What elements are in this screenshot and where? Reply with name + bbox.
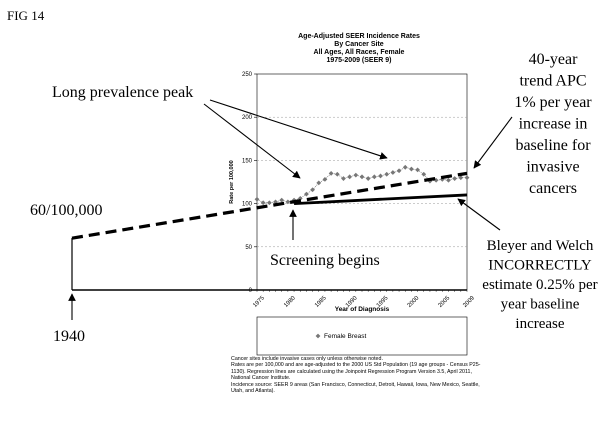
annotation-baseline-rate: 60/100,000 — [30, 202, 102, 219]
y-axis-label: Rate per 100,000 — [229, 160, 235, 203]
annotation-long-prevalence-peak: Long prevalence peak — [52, 84, 193, 101]
data-point — [390, 170, 396, 175]
arrow-peak-left — [203, 103, 301, 179]
data-point — [266, 200, 272, 206]
footnote-line: Cancer sites include invasive cases only… — [231, 356, 383, 362]
y-axis: 0 50 100 150 200 250 — [242, 72, 257, 294]
annotation-apc-line: increase in — [519, 116, 588, 133]
y-tick-label: 250 — [242, 72, 253, 78]
data-point — [452, 176, 458, 181]
legend-marker — [315, 333, 321, 339]
data-point — [316, 180, 322, 186]
y-tick-label: 200 — [242, 115, 253, 121]
legend-box — [256, 316, 468, 356]
annotation-apc-line: trend APC — [519, 73, 586, 90]
annotation-bleyer-line: year baseline — [501, 297, 580, 313]
x-tick-label: 2009 — [462, 295, 476, 309]
data-point — [285, 199, 291, 205]
arrow-bleyer — [457, 198, 501, 231]
legend: Female Breast — [256, 316, 468, 356]
annotation-apc-line: cancers — [529, 180, 577, 197]
data-point — [384, 171, 390, 177]
data-point — [421, 171, 427, 177]
data-point — [353, 172, 359, 178]
footnote-line: Incidence source: SEER 9 areas (San Fran… — [231, 381, 480, 395]
x-tick-label: 2005 — [438, 295, 452, 309]
annotation-apc-line: invasive — [526, 159, 579, 176]
chart-footnotes: Cancer sites include invasive cases only… — [231, 356, 481, 394]
data-point — [304, 191, 309, 197]
annotation-apc-line: 40-year — [529, 51, 579, 68]
annotation-bleyer-line: estimate 0.25% per — [482, 277, 597, 293]
data-point — [254, 196, 260, 202]
arrow-peak-right — [209, 99, 388, 160]
data-point — [328, 170, 334, 176]
footnote-line: Rates are per 100,000 and are age-adjust… — [231, 362, 481, 382]
plot-area — [256, 73, 468, 291]
trend-line-bleyer-welch — [293, 193, 468, 205]
data-point — [396, 168, 402, 174]
annotation-apc-line: 1% per year — [514, 94, 592, 111]
chart-title-line: Age-Adjusted SEER Incidence Rates — [298, 33, 420, 40]
y-tick-label: 100 — [242, 202, 253, 208]
y-tick-label: 0 — [249, 288, 253, 294]
data-point — [310, 187, 315, 193]
data-point — [273, 199, 278, 205]
data-point — [371, 174, 377, 180]
x-tick-label: 2000 — [407, 295, 421, 309]
data-point — [458, 175, 464, 181]
data-point — [334, 171, 340, 177]
data-point — [415, 167, 420, 173]
x-axis-label: Year of Diagnosis — [335, 306, 390, 313]
x-tick-label: 1975 — [252, 295, 266, 309]
chart-title-line: 1975-2009 (SEER 9) — [327, 57, 392, 64]
data-point — [341, 176, 346, 181]
annotations: Long prevalence peak 60/100,000 1940 Screen… — [30, 51, 598, 345]
chart-title-line: By Cancer Site — [334, 41, 384, 48]
annotation-screening-begins: Screening begins — [270, 252, 380, 269]
annotation-bleyer-line: INCORRECTLY — [488, 258, 592, 274]
data-point — [297, 196, 303, 201]
data-point — [409, 166, 414, 172]
annotation-apc-line: baseline for — [515, 137, 591, 154]
grid — [257, 116, 467, 248]
series-female-breast — [254, 164, 470, 206]
x-tick-label: 1980 — [283, 295, 297, 309]
y-tick-label: 150 — [242, 158, 253, 164]
data-point — [359, 174, 365, 180]
annotation-1940: 1940 — [53, 328, 85, 345]
x-tick-label: 1985 — [314, 295, 328, 309]
annotation-bleyer-line: Bleyer and Welch — [487, 238, 594, 254]
chart-title-line: All Ages, All Races, Female — [314, 49, 405, 56]
data-point — [322, 177, 328, 182]
annotation-bleyer-line: increase — [515, 316, 564, 332]
y-tick-label: 50 — [245, 245, 252, 251]
data-point — [402, 164, 408, 170]
arrow-apc — [473, 116, 513, 169]
data-point — [365, 176, 371, 181]
trend-lines — [71, 171, 468, 240]
data-point — [347, 174, 353, 180]
figure-label: FIG 14 — [7, 8, 45, 23]
data-point — [260, 200, 266, 206]
trend-line-apc-1pct — [71, 171, 468, 240]
data-point — [279, 197, 285, 203]
data-point — [378, 173, 383, 179]
data-point — [446, 177, 451, 183]
legend-label: Female Breast — [324, 333, 366, 340]
data-point — [464, 175, 470, 181]
